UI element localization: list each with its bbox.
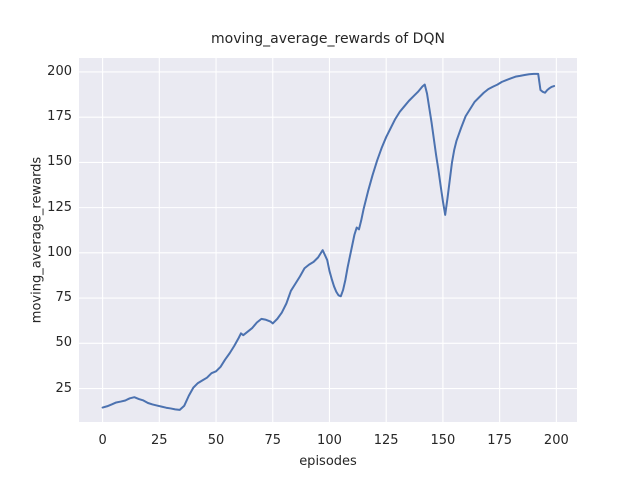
x-tick-label: 0 [98,433,107,448]
x-tick-label: 175 [487,433,513,448]
y-tick-label: 200 [47,63,72,79]
x-axis-label: episodes [299,454,357,469]
y-tick-label: 150 [47,154,72,170]
y-tick-label: 125 [47,199,72,215]
x-tick-label: 125 [373,433,399,448]
x-tick-label: 150 [430,433,456,448]
series-line-dqn [101,72,556,411]
y-tick-label: 25 [55,380,72,396]
y-tick-label: 50 [55,335,72,351]
x-tick-label: 75 [264,433,282,448]
x-tick-label: 50 [207,433,225,448]
y-tick-label: 75 [55,290,72,306]
x-tick-label: 100 [317,433,342,448]
y-tick-label: 100 [47,244,72,260]
x-tick-label: 25 [151,433,168,448]
x-tick-label: 200 [543,433,569,448]
plot-background [79,58,577,422]
y-tick-label: 175 [47,109,72,125]
chart-title: moving_average_rewards of DQN [211,31,445,47]
